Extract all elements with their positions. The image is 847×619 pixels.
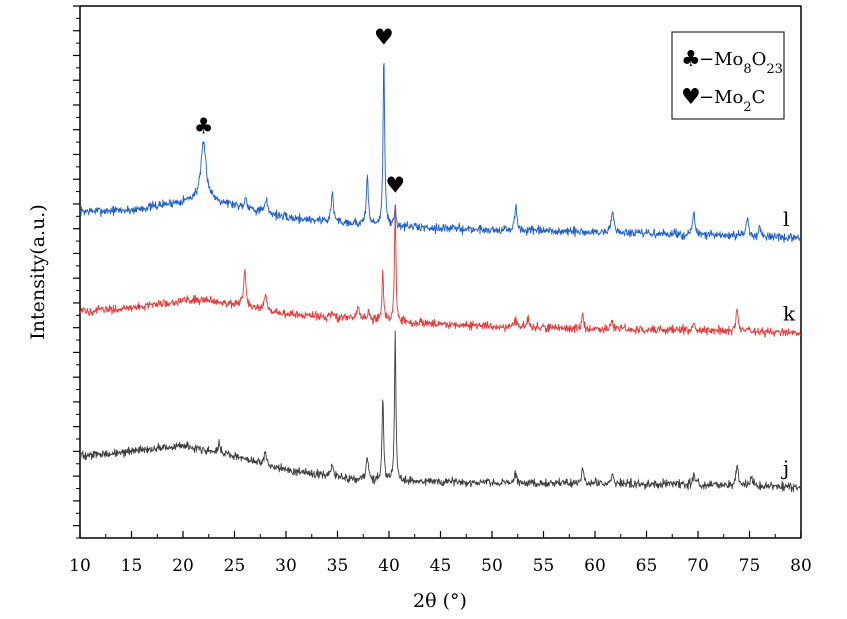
- x-tick-label: 55: [533, 556, 555, 576]
- series-line-l: [79, 63, 802, 244]
- x-axis-ticks: 10 15 20 25 30 35 40 45 50 55 60 65 70 75 80: [69, 531, 812, 576]
- x-tick-label: 45: [430, 556, 452, 576]
- legend-box: [671, 31, 785, 120]
- heart-marker: ♥: [374, 26, 394, 51]
- x-tick-label: 70: [687, 556, 709, 576]
- series-line-k: [79, 206, 802, 338]
- legend-label-mo8o23: −Mo8O23: [699, 49, 783, 77]
- legend-item-mo8o23: ♣ −Mo8O23: [681, 47, 783, 77]
- x-tick-label: 75: [739, 556, 761, 576]
- heart-icon: ♥: [681, 85, 701, 110]
- x-tick-label: 40: [378, 556, 400, 576]
- x-tick-label: 65: [636, 556, 658, 576]
- x-tick-label: 50: [481, 556, 503, 576]
- x-tick-label: 25: [224, 556, 246, 576]
- legend: ♣ −Mo8O23 ♥ −Mo2C: [671, 31, 785, 120]
- series-label-l: l: [783, 207, 789, 231]
- x-tick-label: 35: [327, 556, 349, 576]
- club-marker: ♣: [194, 114, 214, 139]
- x-axis-title: 2θ (°): [413, 590, 467, 612]
- heart-marker: ♥: [385, 174, 405, 199]
- annotation-layer: ♣ ♥ ♥: [194, 26, 405, 199]
- club-icon: ♣: [681, 47, 701, 72]
- series-line-j: [79, 330, 802, 493]
- x-tick-label: 80: [790, 556, 812, 576]
- series-layer: l k j: [79, 63, 802, 493]
- legend-item-mo2c: ♥ −Mo2C: [681, 85, 765, 115]
- x-tick-label: 10: [69, 556, 91, 576]
- legend-label-mo2c: −Mo2C: [699, 87, 765, 115]
- x-tick-label: 60: [584, 556, 606, 576]
- series-label-j: j: [781, 456, 789, 480]
- x-tick-label: 30: [275, 556, 297, 576]
- x-tick-label: 20: [172, 556, 194, 576]
- series-label-k: k: [783, 301, 796, 325]
- y-axis-ticks: [73, 5, 80, 539]
- y-axis-title: Intensity(a.u.): [27, 204, 49, 340]
- x-tick-label: 15: [121, 556, 143, 576]
